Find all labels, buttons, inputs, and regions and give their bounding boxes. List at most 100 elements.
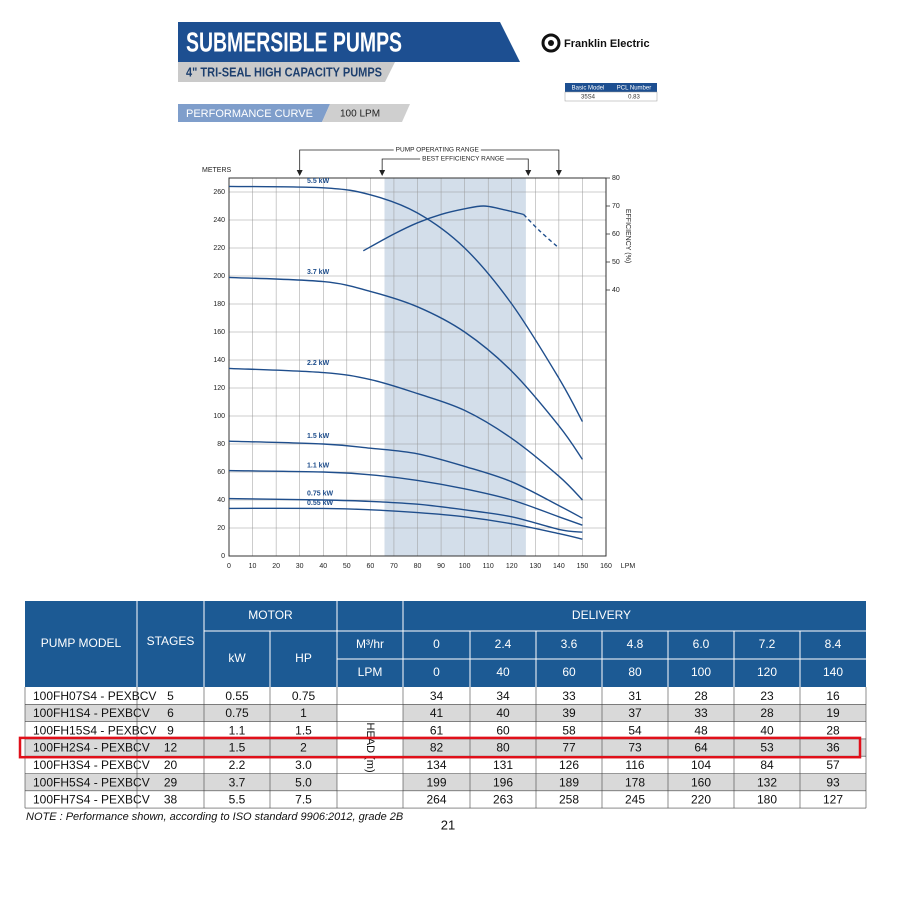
range-label: PUMP OPERATING RANGE [396, 147, 480, 154]
x-tick-label: 20 [272, 563, 280, 570]
curve-label: 2.2 kW [307, 360, 330, 367]
table-header-value: 60 [562, 665, 576, 679]
table-header: LPM [358, 665, 383, 679]
y-tick-label: 260 [213, 189, 225, 196]
table-cell: 2 [300, 741, 307, 755]
plot-frame [228, 177, 607, 557]
y-tick-label: 20 [217, 525, 225, 532]
x-tick-label: 0 [227, 563, 231, 570]
table-cell: 180 [757, 793, 777, 807]
table-cell: 64 [694, 741, 708, 755]
x-tick-label: 30 [296, 563, 304, 570]
table-cell: 37 [628, 706, 642, 720]
table-cell: 5.0 [295, 775, 312, 789]
table-header-value: 4.8 [627, 637, 644, 651]
table-header-value: 100 [691, 665, 711, 679]
table-cell: 100FH3S4 - PEXBCV [33, 758, 150, 772]
table-header-value: 0 [433, 665, 440, 679]
curve-label: 1.5 kW [307, 433, 330, 440]
brand-name: Franklin Electric [564, 38, 650, 50]
table-cell: 196 [493, 775, 513, 789]
table-cell: 1.5 [295, 723, 312, 737]
table-cell: 104 [691, 758, 711, 772]
table-cell: 0.75 [225, 706, 249, 720]
table-header-value: 120 [757, 665, 777, 679]
table-cell: 100FH2S4 - PEXBCV [33, 741, 150, 755]
x-tick-label: 60 [366, 563, 374, 570]
table-row [25, 773, 866, 791]
x-axis-label: LPM [621, 563, 636, 570]
model-table-col: PCL Number [617, 86, 651, 92]
table-row [25, 738, 866, 757]
table-cell: 84 [760, 758, 774, 772]
table-cell: 100FH15S4 - PEXBCV [33, 723, 156, 737]
range-arrow [296, 170, 303, 176]
section-title: PERFORMANCE CURVE [186, 108, 313, 120]
x-tick-label: 100 [459, 563, 471, 570]
table-cell: 9 [167, 723, 174, 737]
table-cell: 2.2 [229, 758, 246, 772]
model-table-row [564, 91, 658, 102]
table-header: HP [295, 651, 312, 665]
y-tick-label: 200 [213, 273, 225, 280]
range-label: BEST EFFICIENCY RANGE [422, 156, 505, 163]
table-cell: 0.75 [292, 689, 316, 703]
curve-label: 3.7 kW [307, 269, 330, 276]
table-cell: 263 [493, 793, 513, 807]
table-cell: 132 [757, 775, 777, 789]
best-efficiency-band [384, 178, 526, 556]
y-tick-label: 60 [217, 469, 225, 476]
section-banner [178, 104, 330, 122]
table-header-value: 40 [496, 665, 510, 679]
table-cell: 264 [426, 793, 446, 807]
table-cell: 40 [496, 706, 510, 720]
table-header: kW [228, 651, 246, 665]
table-cell: 34 [430, 689, 444, 703]
range-label-bg [393, 146, 481, 154]
table-cell: 28 [694, 689, 708, 703]
table-cell: 126 [559, 758, 579, 772]
y-tick-label: 100 [213, 413, 225, 420]
table-cell: 77 [562, 741, 576, 755]
table-cell: 1 [300, 706, 307, 720]
table-row [25, 790, 866, 809]
model-table-cell: 0.83 [628, 95, 640, 101]
flow-banner [322, 104, 410, 122]
y2-tick-label: 80 [612, 175, 620, 182]
note: NOTE : Performance shown, according to I… [26, 811, 403, 823]
table-cell: 57 [826, 758, 840, 772]
pump-curve [228, 367, 583, 501]
table-cell: 3.7 [229, 775, 246, 789]
y-tick-label: 220 [213, 245, 225, 252]
y-tick-label: 160 [213, 329, 225, 336]
y-axis-label: METERS [202, 167, 232, 174]
table-cell: 3.0 [295, 758, 312, 772]
x-tick-label: 140 [553, 563, 565, 570]
table-cell: 199 [426, 775, 446, 789]
flow-label: 100 LPM [340, 109, 380, 120]
table-cell: 1.5 [229, 741, 246, 755]
head-cell [337, 687, 403, 809]
x-tick-label: 70 [390, 563, 398, 570]
pump-curve [228, 276, 584, 460]
y2-axis-label: EFFICIENCY (%) [624, 209, 631, 263]
x-tick-label: 120 [506, 563, 518, 570]
page-number: 21 [441, 817, 455, 832]
table-cell: 61 [430, 723, 444, 737]
x-tick-label: 150 [577, 563, 589, 570]
table-cell: 116 [625, 758, 644, 772]
x-tick-label: 110 [483, 563, 494, 570]
table-cell: 29 [164, 775, 178, 789]
y-tick-label: 0 [221, 553, 225, 560]
table-header: MOTOR [248, 608, 293, 622]
efficiency-curve [362, 205, 524, 252]
table-cell: 36 [826, 741, 840, 755]
table-cell: 100FH1S4 - PEXBCV [33, 706, 150, 720]
table-cell: 1.1 [229, 723, 246, 737]
x-tick-label: 40 [319, 563, 327, 570]
pump-curve [228, 440, 583, 519]
model-table-cell: 35S4 [581, 95, 596, 101]
range-arrow [525, 170, 532, 176]
